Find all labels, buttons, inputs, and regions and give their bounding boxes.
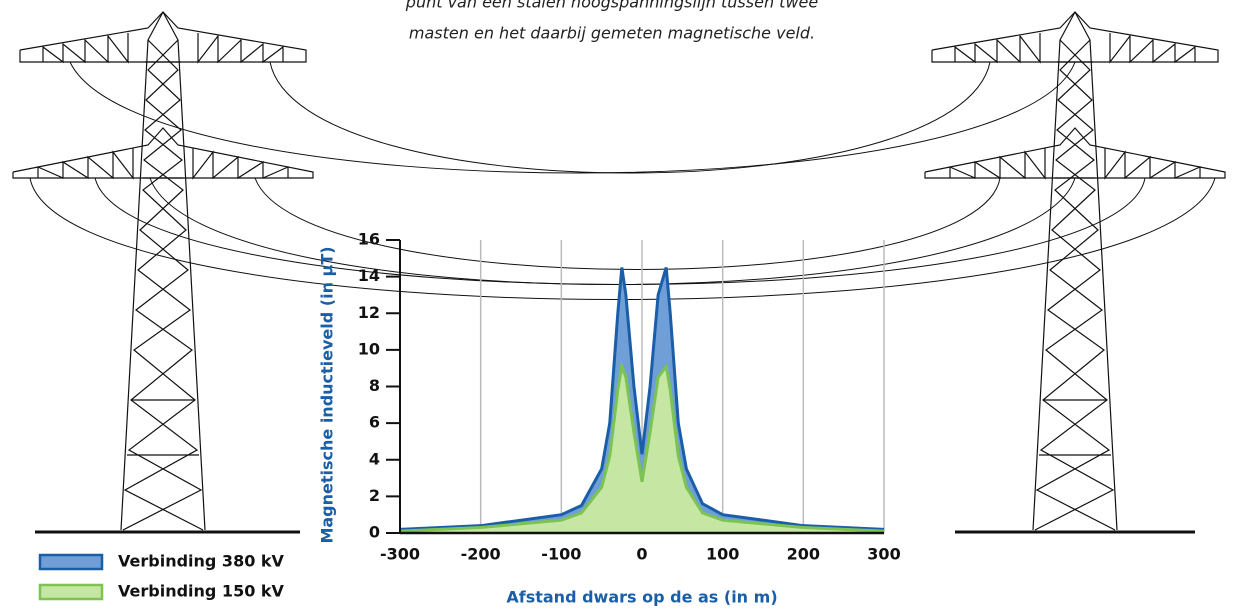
x-tick-label: -300 (380, 545, 420, 564)
x-tick-label: -200 (461, 545, 501, 564)
area (400, 366, 884, 533)
x-axis-label: Afstand dwars op de as (in m) (506, 588, 777, 607)
x-tick-label: 0 (636, 545, 647, 564)
y-tick-label: 12 (358, 303, 380, 322)
y-tick-label: 8 (369, 376, 380, 395)
x-tick-label: 300 (867, 545, 900, 564)
y-tick-label: 0 (369, 523, 380, 542)
line (399, 360, 885, 533)
y-tick-label: 4 (369, 449, 380, 468)
line (399, 267, 885, 531)
y-tick-label: 16 (358, 230, 380, 249)
y-tick-label: 6 (369, 413, 380, 432)
y-tick-label: 10 (358, 339, 380, 358)
x-tick-label: -100 (541, 545, 581, 564)
legend-label: Verbinding 380 kV (118, 552, 285, 571)
x-tick-label: 100 (706, 545, 739, 564)
legend-swatch (38, 553, 104, 571)
x-tick-label: 200 (787, 545, 820, 564)
legend-swatch (38, 583, 104, 601)
caption: punt van een stalen hoogspanningslijn tu… (405, 0, 819, 12)
y-tick-label: 14 (358, 266, 380, 285)
legend-label: Verbinding 150 kV (118, 582, 285, 601)
caption: masten en het daarbij gemeten magnetisch… (409, 24, 815, 43)
y-tick-label: 2 (369, 486, 380, 505)
y-axis-label: Magnetische inductieveld (in µT) (318, 246, 337, 543)
